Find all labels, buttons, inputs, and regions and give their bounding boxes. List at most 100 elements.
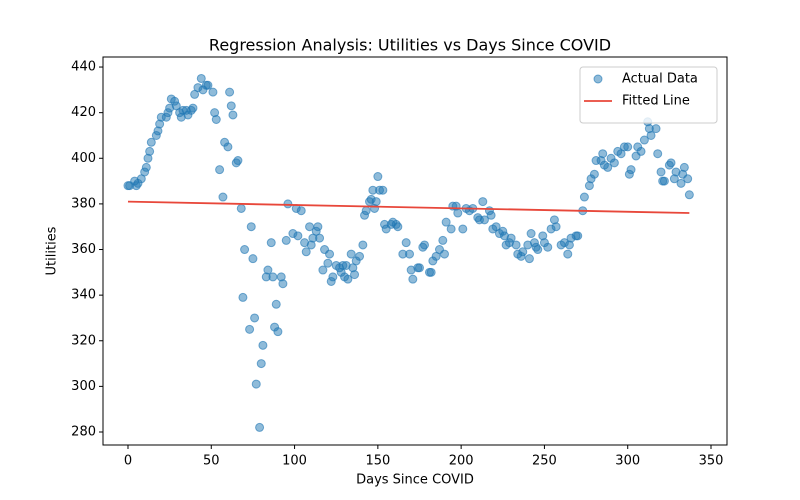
data-point — [146, 137, 156, 147]
data-point — [506, 233, 516, 243]
data-point — [623, 142, 633, 152]
data-point — [315, 233, 325, 243]
chart-title: Regression Analysis: Utilities vs Days S… — [209, 36, 611, 55]
data-point — [636, 146, 646, 156]
data-point — [479, 215, 489, 225]
x-tick-label: 0 — [124, 454, 132, 469]
data-point — [203, 80, 213, 90]
x-axis-label: Days Since COVID — [356, 473, 474, 488]
data-point — [651, 124, 661, 134]
y-tick-label: 380 — [71, 196, 96, 211]
data-point — [361, 206, 371, 216]
data-point — [215, 165, 225, 175]
data-point — [296, 206, 306, 216]
data-point — [393, 222, 403, 232]
x-tick-label: 100 — [282, 454, 307, 469]
legend-box — [579, 66, 718, 124]
data-point — [225, 87, 235, 97]
y-tick-label: 400 — [71, 151, 96, 166]
data-point — [245, 324, 255, 334]
y-tick-label: 280 — [71, 424, 96, 439]
data-point — [211, 114, 221, 124]
data-point — [486, 210, 496, 220]
data-point — [371, 197, 381, 207]
plot-frame — [102, 56, 728, 446]
data-point — [240, 245, 250, 255]
data-point — [551, 222, 561, 232]
data-point — [573, 231, 583, 241]
data-point — [438, 235, 448, 245]
data-point — [293, 231, 303, 241]
data-point — [518, 247, 528, 257]
data-point — [526, 229, 536, 239]
data-point — [626, 165, 636, 175]
y-tick-label: 300 — [71, 379, 96, 394]
data-point — [589, 169, 599, 179]
data-point — [543, 242, 553, 252]
data-point — [358, 240, 368, 250]
x-tick-label: 300 — [615, 454, 640, 469]
data-point — [318, 265, 328, 275]
y-tick-label: 420 — [71, 105, 96, 120]
data-point — [251, 379, 261, 389]
data-point — [659, 176, 669, 186]
legend-marker — [593, 74, 603, 84]
data-point — [598, 149, 608, 159]
data-point — [401, 238, 411, 248]
legend-label: Actual Data — [622, 72, 698, 87]
data-point — [656, 167, 666, 177]
data-point — [563, 249, 573, 259]
data-point — [446, 224, 456, 234]
data-point — [414, 263, 424, 273]
data-point — [355, 251, 365, 261]
data-point — [683, 174, 693, 184]
data-point — [258, 340, 268, 350]
x-tick-label: 250 — [532, 454, 557, 469]
data-point — [218, 192, 228, 202]
data-point — [679, 162, 689, 172]
data-point — [271, 299, 281, 309]
data-point — [246, 222, 256, 232]
data-point — [378, 185, 388, 195]
x-tick-label: 150 — [365, 454, 390, 469]
data-point — [223, 142, 233, 152]
data-point — [268, 272, 278, 282]
data-point — [373, 172, 383, 182]
data-point — [233, 156, 243, 166]
data-point — [579, 192, 589, 202]
data-point — [408, 274, 418, 284]
data-point — [343, 274, 353, 284]
y-tick-label: 340 — [71, 288, 96, 303]
data-point — [226, 101, 236, 111]
data-point — [238, 292, 248, 302]
data-point — [325, 249, 335, 259]
data-point — [313, 222, 323, 232]
data-point — [478, 197, 488, 207]
data-point — [439, 249, 449, 259]
data-point — [684, 190, 694, 200]
x-tick-label: 350 — [699, 454, 724, 469]
data-point — [419, 240, 429, 250]
data-point — [255, 422, 265, 432]
data-point — [283, 199, 293, 209]
data-point — [426, 267, 436, 277]
y-axis-label: Utilities — [45, 226, 60, 275]
data-point — [250, 313, 260, 323]
legend-label: Fitted Line — [622, 94, 690, 109]
data-point — [346, 249, 356, 259]
data-point — [196, 73, 206, 83]
data-point — [208, 87, 218, 97]
data-point — [653, 149, 663, 159]
data-point — [273, 327, 283, 337]
data-point — [405, 249, 415, 259]
data-point — [609, 158, 619, 168]
data-point — [458, 224, 468, 234]
data-point — [323, 258, 333, 268]
y-tick-label: 360 — [71, 242, 96, 257]
data-point — [301, 247, 311, 257]
data-point — [646, 130, 656, 140]
data-point — [511, 240, 521, 250]
fitted-line — [127, 200, 690, 214]
data-point — [248, 254, 258, 264]
